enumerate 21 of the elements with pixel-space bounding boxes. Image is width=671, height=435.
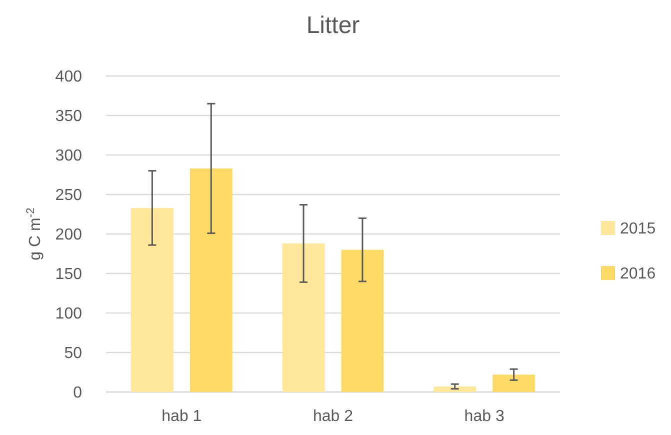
- bar: [190, 168, 232, 392]
- bar: [130, 208, 174, 392]
- y-tick-label: 200: [55, 226, 82, 244]
- x-tick-label: hab 2: [312, 408, 354, 425]
- y-tick-label: 400: [55, 68, 82, 86]
- chart-title: Litter: [306, 12, 360, 39]
- bar: [492, 374, 536, 392]
- y-tick-label: 100: [55, 306, 82, 323]
- bar: [282, 243, 325, 392]
- y-tick-label: 250: [55, 187, 82, 204]
- y-tick-label: 0: [73, 384, 82, 402]
- bar: [341, 250, 384, 392]
- x-tick-label: hab 1: [162, 408, 202, 425]
- legend-label: 2016: [620, 266, 656, 283]
- y-tick-label: 300: [55, 148, 82, 165]
- y-tick-label: 50: [64, 345, 82, 362]
- legend-label: 2015: [620, 220, 656, 238]
- y-tick-label: 350: [55, 108, 82, 126]
- y-tick-label: 150: [55, 266, 82, 284]
- bar: [434, 386, 476, 392]
- x-tick-label: hab 3: [464, 408, 504, 425]
